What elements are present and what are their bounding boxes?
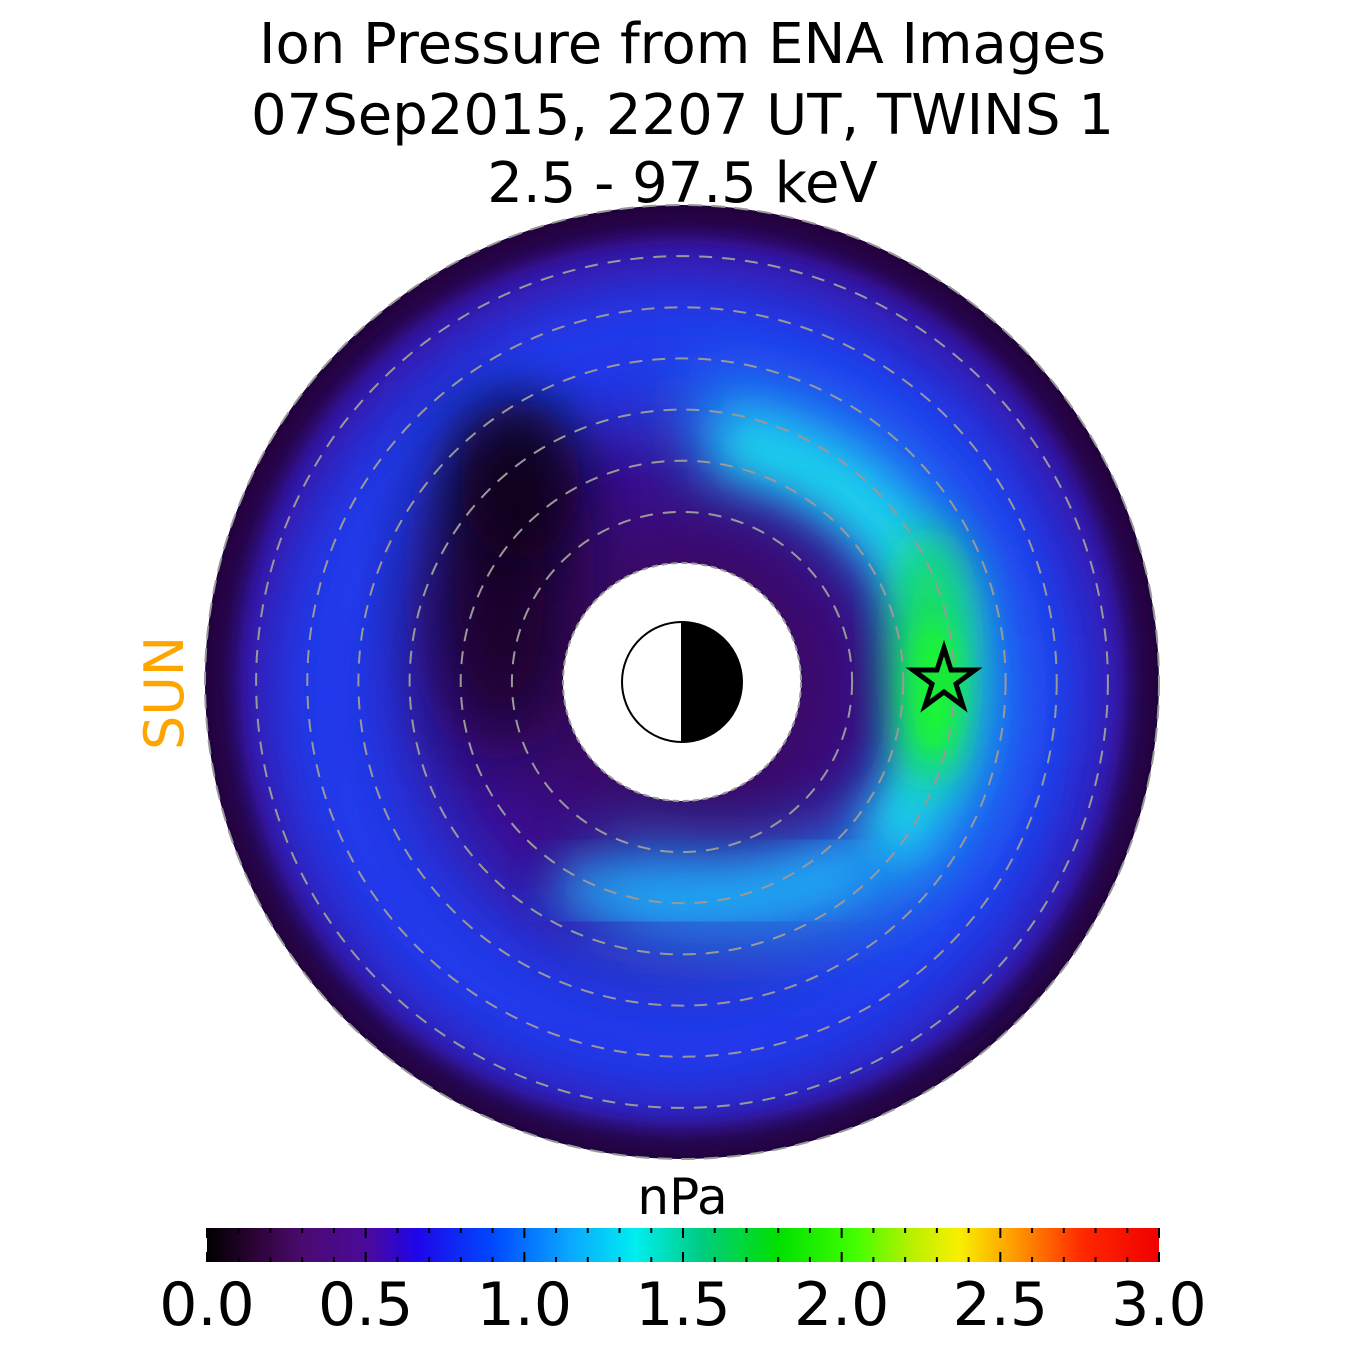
colorbar-tick-label: 0.0 bbox=[159, 1270, 255, 1340]
dashed-ring bbox=[255, 255, 1109, 1109]
dashed-ring bbox=[459, 459, 905, 905]
dashed-ring bbox=[357, 357, 1007, 1007]
chart-title-line-1: Ion Pressure from ENA Images bbox=[258, 12, 1107, 77]
sun-direction-label: SUN bbox=[133, 635, 196, 750]
dashed-ring bbox=[306, 306, 1058, 1058]
colorbar-tick-label: 3.0 bbox=[1111, 1270, 1207, 1340]
chart-title-line-2: 07Sep2015, 2207 UT, TWINS 1 bbox=[251, 83, 1114, 148]
dashed-ring bbox=[510, 510, 854, 854]
earth-symbol bbox=[621, 621, 743, 743]
colorbar-tick-label: 1.5 bbox=[635, 1270, 731, 1340]
colorbar-units-label: nPa bbox=[637, 1168, 728, 1226]
colorbar-tick-label: 2.0 bbox=[793, 1270, 890, 1340]
chart-title-line-3: 2.5 - 97.5 keV bbox=[487, 151, 878, 216]
colorbar-tick-label: 1.0 bbox=[476, 1270, 573, 1340]
outer-boundary-ring bbox=[204, 204, 1160, 1160]
spacecraft-star-marker bbox=[905, 639, 983, 713]
colorbar-tick-label: 0.5 bbox=[317, 1270, 414, 1340]
colorbar-tick-label: 2.5 bbox=[952, 1270, 1049, 1340]
